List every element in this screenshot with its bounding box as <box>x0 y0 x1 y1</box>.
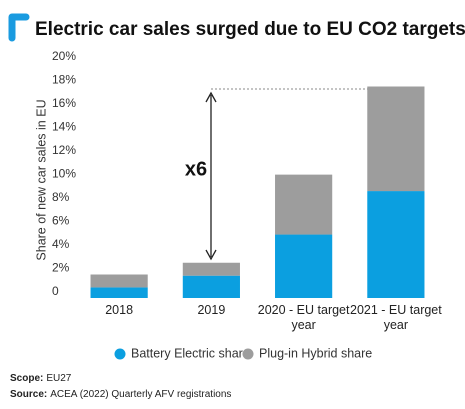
bar-segment <box>367 86 425 192</box>
legend-swatch <box>242 348 254 360</box>
x-tick-label: 2019 <box>197 303 226 317</box>
bar-segment <box>90 287 148 298</box>
bar-segment <box>275 174 333 235</box>
bar-segment <box>182 275 240 298</box>
footnote-text: ACEA (2022) Quarterly AFV registrations <box>50 389 231 400</box>
legend-label: Battery Electric share <box>131 346 250 360</box>
bar-segment <box>367 191 425 298</box>
bar-segment <box>275 234 333 298</box>
footnote-label: Source: <box>10 389 47 400</box>
y-tick-label: 14% <box>52 120 76 134</box>
y-tick-label: 6% <box>52 214 70 228</box>
y-tick-label: 0 <box>52 284 59 298</box>
y-tick-label: 16% <box>52 96 76 110</box>
footnote-label: Scope: <box>10 373 43 384</box>
footnote: Source: ACEA (2022) Quarterly AFV registr… <box>10 389 231 400</box>
y-tick-label: 20% <box>52 49 76 63</box>
x-tick-label: 2020 - EU target year <box>257 303 350 332</box>
chart-title: Electric car sales surged due to EU CO2 … <box>35 19 465 40</box>
y-tick-label: 8% <box>52 190 70 204</box>
y-tick-label: 10% <box>52 167 76 181</box>
x-tick-label: 2021 - EU target year <box>350 303 442 332</box>
legend-label: Plug-in Hybrid share <box>259 346 372 360</box>
arrow-heads <box>205 91 217 261</box>
y-axis-label: Share of new car sales in EU <box>34 99 48 260</box>
y-tick-label: 2% <box>52 261 70 275</box>
y-tick-label: 12% <box>52 143 76 157</box>
x-tick-label: 2018 <box>105 303 134 317</box>
legend-swatch <box>114 348 126 360</box>
title-icon <box>8 13 30 42</box>
bar-segment <box>182 262 240 276</box>
bar-segment <box>90 274 148 288</box>
footnote: Scope: EU27 <box>10 373 72 384</box>
y-tick-label: 18% <box>52 73 76 87</box>
y-tick-label: 4% <box>52 237 70 251</box>
footnote-text: EU27 <box>46 373 71 384</box>
annotation: x6 <box>185 158 207 180</box>
